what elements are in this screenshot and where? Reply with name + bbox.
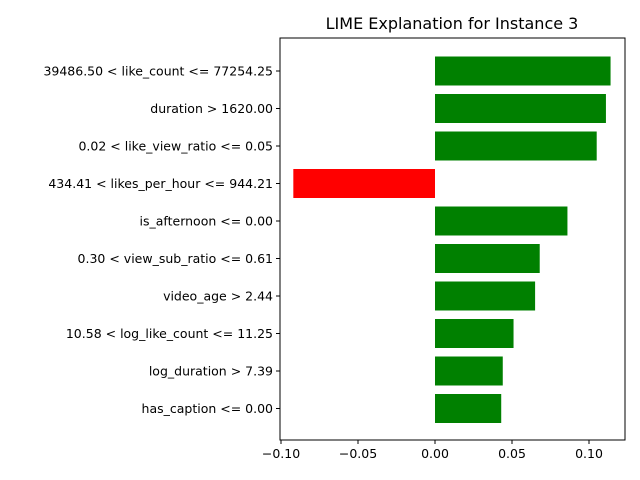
x-tick-label: 0.05	[498, 446, 526, 461]
bar	[435, 131, 597, 161]
bar	[293, 169, 435, 198]
y-tick-label: 0.02 < like_view_ratio <= 0.05	[78, 139, 273, 154]
bar	[435, 206, 568, 236]
x-tick-label: 0.10	[575, 446, 603, 461]
bars-layer	[293, 56, 611, 423]
bar	[435, 94, 606, 123]
bar	[435, 56, 611, 86]
bar	[435, 394, 502, 423]
y-tick-label: is_afternoon <= 0.00	[140, 214, 274, 229]
y-tick-label: 39486.50 < like_count <= 77254.25	[43, 64, 273, 79]
y-ticks-layer: 39486.50 < like_count <= 77254.25 duratio…	[43, 64, 280, 416]
x-ticks-layer: −0.10 −0.05 0.00 0.05 0.10	[262, 440, 603, 461]
y-tick-label: video_age > 2.44	[163, 289, 273, 304]
plot-frame	[279, 37, 626, 441]
chart-title: LIME Explanation for Instance 3	[326, 14, 579, 33]
bar	[435, 319, 514, 348]
y-tick-label: 0.30 < view_sub_ratio <= 0.61	[78, 251, 273, 266]
x-tick-label: 0.00	[421, 446, 449, 461]
y-tick-label: 10.58 < log_like_count <= 11.25	[66, 326, 273, 341]
x-tick-label: −0.05	[339, 446, 377, 461]
y-tick-label: has_caption <= 0.00	[142, 401, 274, 416]
y-tick-label: duration > 1620.00	[150, 101, 273, 116]
bar	[435, 281, 536, 311]
x-tick-label: −0.10	[262, 446, 300, 461]
y-tick-label: log_duration > 7.39	[149, 364, 273, 379]
bar	[435, 244, 540, 273]
bar	[435, 356, 503, 386]
y-tick-label: 434.41 < likes_per_hour <= 944.21	[48, 176, 273, 191]
